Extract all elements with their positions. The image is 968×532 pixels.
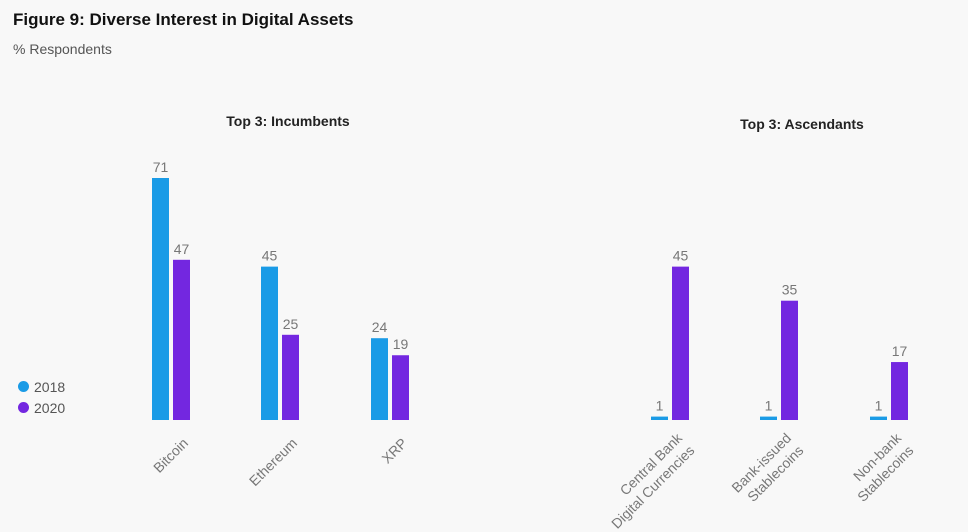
legend-label-2018: 2018 bbox=[34, 378, 66, 395]
chart-subtitle: % Respondents bbox=[13, 41, 112, 57]
panel-title: Top 3: Ascendants bbox=[740, 116, 864, 132]
data-label: 19 bbox=[393, 336, 409, 352]
legend-swatch-2020 bbox=[18, 402, 29, 413]
legend-swatch-2018 bbox=[18, 381, 29, 392]
data-label: 25 bbox=[283, 316, 299, 332]
data-label: 45 bbox=[262, 248, 278, 264]
bar-2018 bbox=[152, 178, 169, 420]
tick-label: Non-bankStablecoins bbox=[842, 429, 918, 505]
chart-title: Figure 9: Diverse Interest in Digital As… bbox=[13, 10, 354, 29]
bar-2020 bbox=[781, 300, 798, 420]
legend-item-2020: 2020 bbox=[18, 397, 65, 418]
bar-2018 bbox=[870, 416, 887, 420]
legend-label-2020: 2020 bbox=[34, 399, 66, 416]
bar-2020 bbox=[392, 355, 409, 420]
data-label: 71 bbox=[153, 159, 169, 175]
data-label: 35 bbox=[782, 282, 798, 298]
data-label: 1 bbox=[656, 398, 664, 414]
bar-2018 bbox=[651, 416, 668, 420]
tick-label: Ethereum bbox=[246, 435, 300, 489]
legend-item-2018: 2018 bbox=[18, 376, 65, 397]
tick-label-line: Bitcoin bbox=[150, 435, 191, 476]
bar-2020 bbox=[672, 266, 689, 420]
data-label: 1 bbox=[765, 398, 773, 414]
bar-2020 bbox=[173, 259, 190, 420]
tick-label-line: XRP bbox=[378, 435, 410, 467]
tick-label: Central BankDigital Currencies bbox=[596, 429, 699, 532]
tick-label: XRP bbox=[378, 435, 410, 467]
data-label: 17 bbox=[892, 343, 908, 359]
legend: 2018 2020 bbox=[18, 376, 65, 418]
bar-2020 bbox=[891, 362, 908, 420]
bar-2018 bbox=[760, 416, 777, 420]
tick-label-line: Ethereum bbox=[246, 435, 300, 489]
bar-2018 bbox=[371, 338, 388, 420]
panel-title: Top 3: Incumbents bbox=[226, 113, 350, 129]
bar-2018 bbox=[261, 266, 278, 420]
data-label: 47 bbox=[174, 241, 190, 257]
data-label: 45 bbox=[673, 248, 689, 264]
tick-label: Bank-issuedStablecoins bbox=[728, 430, 806, 508]
data-label: 1 bbox=[875, 398, 883, 414]
tick-label: Bitcoin bbox=[150, 435, 191, 476]
bar-2020 bbox=[282, 334, 299, 420]
data-label: 24 bbox=[372, 319, 388, 335]
